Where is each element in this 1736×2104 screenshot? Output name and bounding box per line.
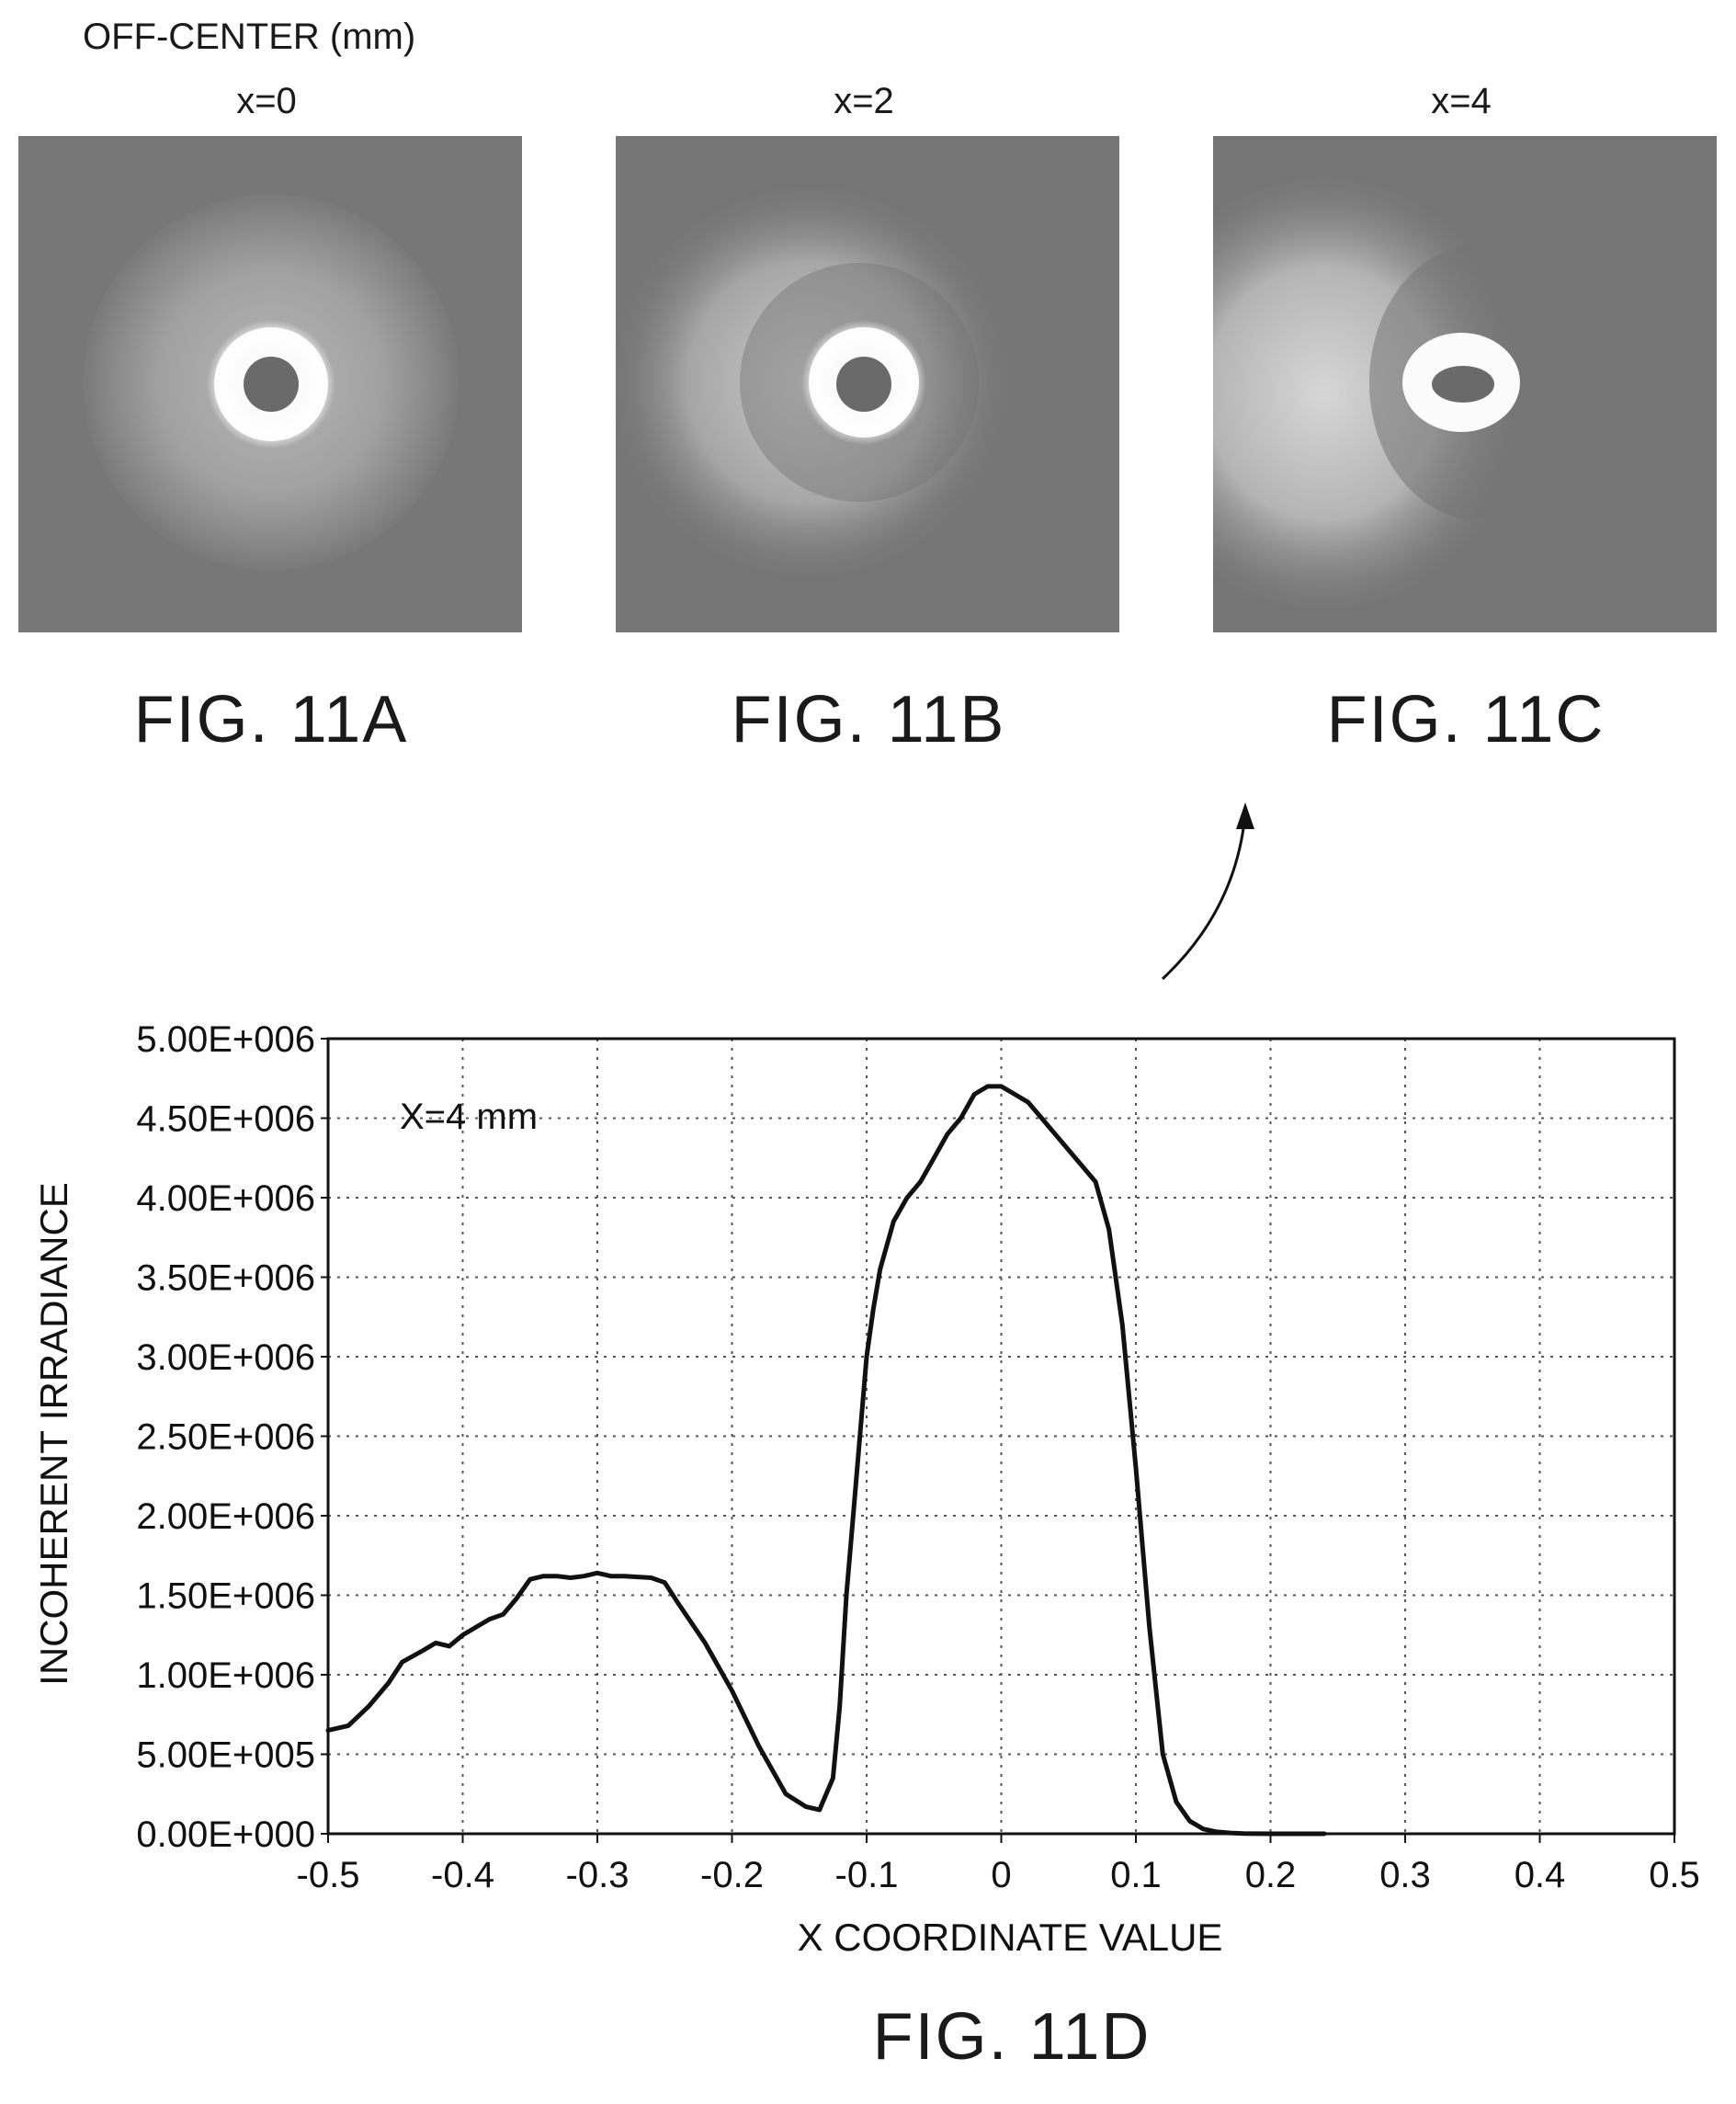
irradiance-image-c [1213, 136, 1717, 632]
y-tick-label: 0.00E+000 [136, 1814, 315, 1855]
irradiance-series-line [325, 1084, 1327, 1837]
y-tick-label: 1.50E+006 [136, 1576, 315, 1617]
off-center-header: OFF-CENTER (mm) [83, 17, 416, 57]
y-tick-label: 4.00E+006 [136, 1178, 315, 1219]
x-tick-label: -0.5 [297, 1855, 360, 1895]
y-tick-label: 3.00E+006 [136, 1337, 315, 1378]
x-axis-label: X COORDINATE VALUE [798, 1916, 1223, 1959]
fig-11d-label: FIG. 11D [872, 2000, 1152, 2074]
fig-11a-label: FIG. 11A [133, 683, 409, 756]
x-tick-label: 0.5 [1649, 1855, 1700, 1895]
y-tick-label: 4.50E+006 [136, 1099, 315, 1140]
irradiance-image-a [18, 136, 522, 632]
y-tick-label: 1.00E+006 [136, 1655, 315, 1696]
panel-a-x-label: x=0 [236, 81, 297, 121]
x-tick-label: 0.1 [1110, 1855, 1162, 1895]
y-tick-label: 2.00E+006 [136, 1496, 315, 1537]
y-tick-label: 2.50E+006 [136, 1417, 315, 1458]
panel-b-x-label: x=2 [834, 81, 894, 121]
x-tick-label: -0.4 [431, 1855, 494, 1895]
y-tick-label: 5.00E+005 [136, 1735, 315, 1776]
irradiance-image-b [616, 136, 1119, 632]
x-tick-label: -0.1 [835, 1855, 899, 1895]
x-tick-label: 0.3 [1379, 1855, 1431, 1895]
chart-annotation: X=4 mm [400, 1097, 538, 1137]
x-tick-label: 0.4 [1515, 1855, 1566, 1895]
x-tick-label: 0.2 [1245, 1855, 1297, 1895]
y-tick-label: 3.50E+006 [136, 1258, 315, 1299]
x-tick-label: -0.2 [700, 1855, 764, 1895]
y-axis-label: INCOHERENT IRRADIANCE [32, 1182, 75, 1686]
y-tick-label: 5.00E+006 [136, 1019, 315, 1060]
x-tick-label: -0.3 [566, 1855, 630, 1895]
x-tick-label: 0 [991, 1855, 1011, 1895]
fig-11c-label: FIG. 11C [1326, 683, 1606, 756]
panel-c-x-label: x=4 [1431, 81, 1492, 121]
fig-11b-label: FIG. 11B [731, 683, 1006, 756]
